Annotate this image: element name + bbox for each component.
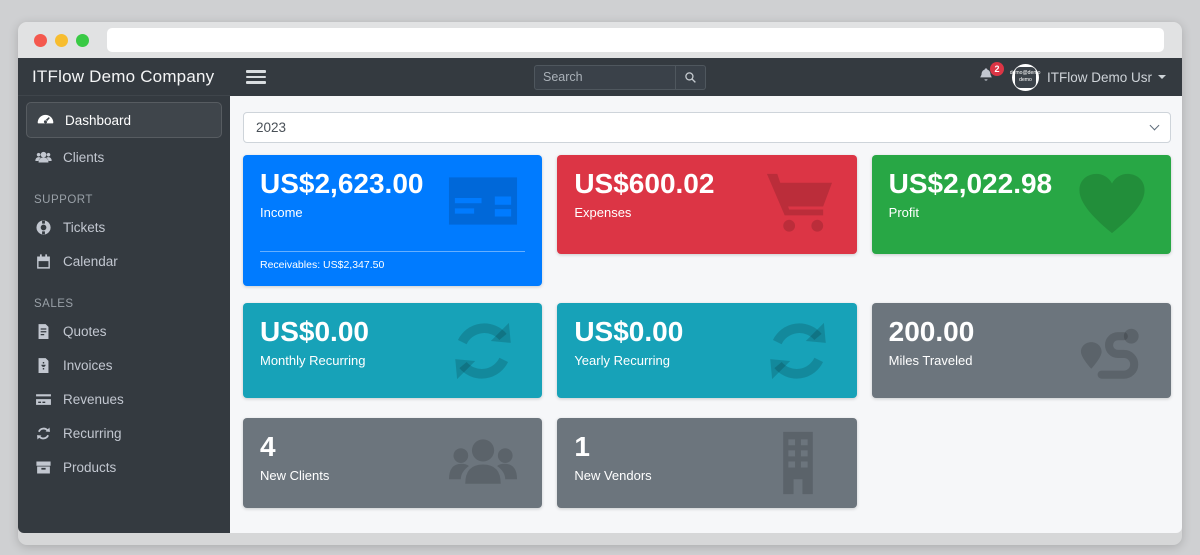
sidebar-item-revenues[interactable]: Revenues	[18, 382, 230, 416]
sidebar-item-recurring[interactable]: Recurring	[18, 416, 230, 450]
calendar-icon	[34, 252, 52, 270]
notification-badge: 2	[989, 61, 1004, 76]
profit-label: Profit	[888, 205, 919, 221]
main-area: 2 demo@demo demo ITFlow Demo Usr	[230, 58, 1182, 533]
sidebar-section-support: SUPPORT	[34, 194, 93, 206]
income-card[interactable]: US$2,623.00 Income Receivables: US$2,347…	[243, 155, 543, 286]
yearly-recurring-card[interactable]: US$0.00 Yearly Recurring	[557, 303, 857, 398]
chevron-down-icon	[1158, 75, 1166, 79]
search-input[interactable]	[534, 64, 676, 90]
navbar-right: 2 demo@demo demo ITFlow Demo Usr	[974, 61, 1166, 91]
file-invoice-icon	[34, 322, 52, 340]
tachometer-icon	[36, 111, 54, 129]
credit-card-icon	[34, 390, 52, 408]
sidebar-item-invoices[interactable]: Invoices	[18, 348, 230, 382]
close-window-button[interactable]	[34, 33, 47, 47]
sidebar-item-tickets[interactable]: Tickets	[18, 210, 230, 244]
year-select[interactable]: 2023	[243, 112, 1171, 143]
miles-traveled-value: 200.00	[888, 316, 975, 347]
top-navbar: 2 demo@demo demo ITFlow Demo Usr	[230, 58, 1182, 96]
yearly-recurring-label: Yearly Recurring	[574, 353, 670, 369]
expenses-value: US$600.02	[574, 168, 715, 199]
route-icon	[1069, 314, 1155, 388]
sidebar-item-clients[interactable]: Clients	[18, 140, 230, 174]
sidebar-section-sales: SALES	[34, 298, 74, 310]
shopping-cart-icon	[755, 168, 841, 242]
minimize-window-button[interactable]	[55, 33, 68, 47]
sidebar-item-dashboard[interactable]: Dashboard	[26, 102, 222, 138]
brand-title[interactable]: ITFlow Demo Company	[18, 58, 230, 96]
app-root: ITFlow Demo Company Dashboard Clients SU…	[18, 58, 1182, 533]
sync-icon	[34, 424, 52, 442]
income-value: US$2,623.00	[260, 168, 424, 199]
sidebar-item-label: Quotes	[63, 323, 107, 339]
income-label: Income	[260, 205, 303, 221]
sidebar-item-calendar[interactable]: Calendar	[18, 244, 230, 278]
expenses-label: Expenses	[574, 205, 632, 221]
profit-value: US$2,022.98	[888, 168, 1053, 199]
browser-window: ITFlow Demo Company Dashboard Clients SU…	[18, 22, 1182, 545]
user-name: ITFlow Demo Usr	[1046, 69, 1152, 85]
heart-icon	[1069, 168, 1155, 242]
search-button[interactable]	[676, 64, 706, 90]
sidebar-item-products[interactable]: Products	[18, 450, 230, 484]
new-clients-card[interactable]: 4 New Clients	[243, 418, 543, 508]
sync-icon	[755, 314, 841, 388]
new-clients-value: 4	[260, 431, 276, 462]
users-icon	[34, 148, 52, 166]
monthly-recurring-card[interactable]: US$0.00 Monthly Recurring	[243, 303, 543, 398]
address-bar[interactable]	[107, 28, 1164, 52]
maximize-window-button[interactable]	[76, 33, 89, 47]
cards-row-3: 4 New Clients 1 New Vendors	[243, 418, 1171, 508]
sidebar-item-label: Clients	[63, 149, 105, 165]
file-invoice-dollar-icon	[34, 356, 52, 374]
bell-icon	[980, 67, 992, 81]
building-icon	[755, 426, 841, 500]
global-search	[534, 64, 706, 90]
sidebar-item-label: Products	[63, 459, 117, 475]
year-filter: 2023	[243, 112, 1171, 143]
sidebar-item-quotes[interactable]: Quotes	[18, 314, 230, 348]
user-menu[interactable]: demo@demo demo ITFlow Demo Usr	[1010, 63, 1166, 91]
browser-chrome	[18, 22, 1182, 58]
miles-traveled-card[interactable]: 200.00 Miles Traveled	[871, 303, 1171, 398]
menu-toggle-icon[interactable]	[246, 70, 266, 84]
profit-card[interactable]: US$2,022.98 Profit	[871, 155, 1171, 254]
sidebar-item-label: Tickets	[63, 219, 106, 235]
box-icon	[34, 458, 52, 476]
monthly-recurring-label: Monthly Recurring	[260, 353, 366, 369]
window-controls	[34, 33, 89, 47]
sidebar-item-label: Revenues	[63, 391, 124, 407]
new-vendors-label: New Vendors	[574, 468, 652, 484]
new-vendors-card[interactable]: 1 New Vendors	[557, 418, 857, 508]
sidebar: ITFlow Demo Company Dashboard Clients SU…	[18, 58, 230, 533]
monthly-recurring-value: US$0.00	[260, 316, 369, 347]
new-clients-label: New Clients	[260, 468, 330, 484]
sidebar-item-label: Dashboard	[65, 112, 132, 128]
cards-row-2: US$0.00 Monthly Recurring US$0.00 Yearly…	[243, 303, 1171, 398]
credit-card-icon	[440, 164, 526, 238]
life-ring-icon	[34, 218, 52, 236]
sync-icon	[440, 314, 526, 388]
avatar: demo@demo demo	[1010, 63, 1041, 91]
cards-row-1: US$2,623.00 Income Receivables: US$2,347…	[243, 155, 1171, 286]
search-icon	[685, 71, 696, 83]
miles-traveled-label: Miles Traveled	[888, 353, 973, 369]
notifications-button[interactable]: 2	[974, 61, 1004, 90]
sidebar-item-label: Recurring	[63, 425, 122, 441]
income-receivables: Receivables: US$2,347.50	[260, 251, 526, 271]
sidebar-item-label: Invoices	[63, 357, 113, 373]
sidebar-item-label: Calendar	[63, 253, 118, 269]
dashboard-content: 2023 US$2,623.00 Income Receivables: US$…	[230, 96, 1182, 533]
users-icon	[440, 426, 526, 500]
yearly-recurring-value: US$0.00	[574, 316, 684, 347]
expenses-card[interactable]: US$600.02 Expenses	[557, 155, 857, 254]
new-vendors-value: 1	[574, 431, 590, 462]
